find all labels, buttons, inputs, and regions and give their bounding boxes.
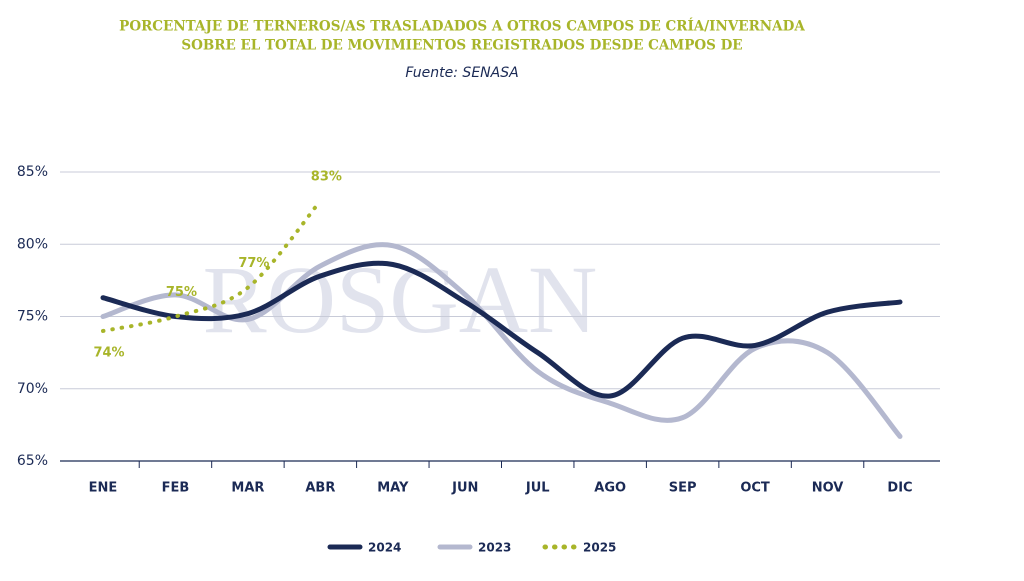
- x-tick-label: NOV: [812, 481, 844, 496]
- x-tick-label: FEB: [162, 481, 190, 496]
- data-label: 83%: [311, 169, 342, 184]
- y-tick-label: 80%: [17, 236, 48, 252]
- x-tick-label: MAY: [377, 481, 409, 496]
- chart-title: PORCENTAJE DE TERNEROS/AS TRASLADADOS A …: [119, 19, 805, 35]
- y-tick-label: 85%: [17, 164, 48, 180]
- legend-label: 2024: [368, 541, 401, 555]
- x-tick-label: ABR: [305, 481, 335, 496]
- x-tick-label: MAR: [231, 481, 264, 496]
- y-tick-label: 65%: [17, 453, 48, 469]
- x-tick-label: DIC: [887, 481, 912, 496]
- x-tick-label: AGO: [594, 481, 626, 496]
- x-tick-label: SEP: [669, 481, 697, 496]
- data-label: 75%: [166, 285, 197, 300]
- data-label: 74%: [93, 345, 124, 360]
- x-tick-label: OCT: [740, 481, 770, 496]
- chart-title: SOBRE EL TOTAL DE MOVIMIENTOS REGISTRADO…: [181, 38, 742, 54]
- x-tick-label: JUL: [525, 481, 550, 496]
- legend-label: 2023: [478, 541, 511, 555]
- y-tick-label: 75%: [17, 309, 48, 325]
- series-line: [100, 260, 903, 399]
- legend-label: 2025: [583, 541, 616, 555]
- x-tick-label: ENE: [89, 481, 118, 496]
- x-tick-label: JUN: [451, 481, 478, 496]
- data-label: 77%: [238, 256, 269, 271]
- chart-subtitle: Fuente: SENASA: [405, 65, 518, 81]
- y-tick-label: 70%: [17, 381, 48, 397]
